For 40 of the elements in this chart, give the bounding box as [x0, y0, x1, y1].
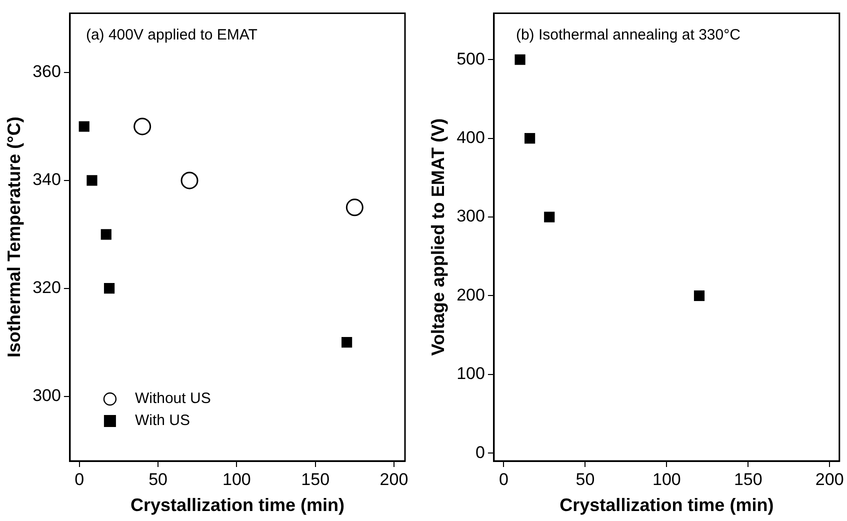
y-tick-label: 0 — [475, 442, 485, 462]
y-axis-title: Voltage applied to EMAT (V) — [428, 118, 448, 356]
y-tick-label: 200 — [456, 285, 485, 304]
y-tick-label: 400 — [456, 128, 485, 148]
point — [78, 121, 90, 132]
point — [342, 337, 352, 348]
x-tick-label: 100 — [222, 470, 251, 489]
x-tick-label: 50 — [576, 470, 595, 489]
x-tick-label: 100 — [652, 470, 681, 489]
x-tick-label: 150 — [734, 470, 762, 489]
point — [100, 229, 112, 240]
text: (b) Isothermal annealing at 330°C — [516, 26, 741, 44]
point — [346, 198, 364, 216]
y-tick-label: 300 — [456, 206, 485, 226]
point — [524, 133, 536, 144]
point — [544, 212, 555, 222]
y-tick-label: 500 — [456, 49, 485, 68]
y-tick-label: 320 — [32, 278, 61, 298]
x-axis-title: Crystallization time (min) — [130, 495, 345, 516]
x-tick-label: 0 — [499, 470, 508, 489]
y-tick-label: 300 — [32, 386, 61, 405]
y-tick-label: 360 — [32, 62, 61, 82]
text: (a) 400V applied to EMAT — [86, 26, 258, 44]
point — [694, 290, 705, 302]
y-tick-label: 100 — [456, 364, 485, 384]
point — [134, 118, 152, 136]
legend-label: With US — [134, 412, 190, 430]
x-tick-label: 200 — [380, 470, 408, 489]
point — [180, 172, 198, 190]
x-tick-label: 200 — [815, 470, 844, 489]
point — [104, 283, 115, 294]
x-tick-label: 150 — [301, 470, 330, 489]
y-axis-title: Isothermal Temperature (°C) — [4, 116, 24, 358]
point — [86, 175, 98, 186]
y-tick-label: 340 — [32, 170, 61, 190]
x-axis-title: Crystallization time (min) — [560, 495, 774, 516]
legend-label: Without US — [134, 390, 211, 408]
x-tick-label: 50 — [148, 470, 168, 489]
x-tick-label: 0 — [74, 470, 84, 489]
point — [514, 54, 526, 65]
